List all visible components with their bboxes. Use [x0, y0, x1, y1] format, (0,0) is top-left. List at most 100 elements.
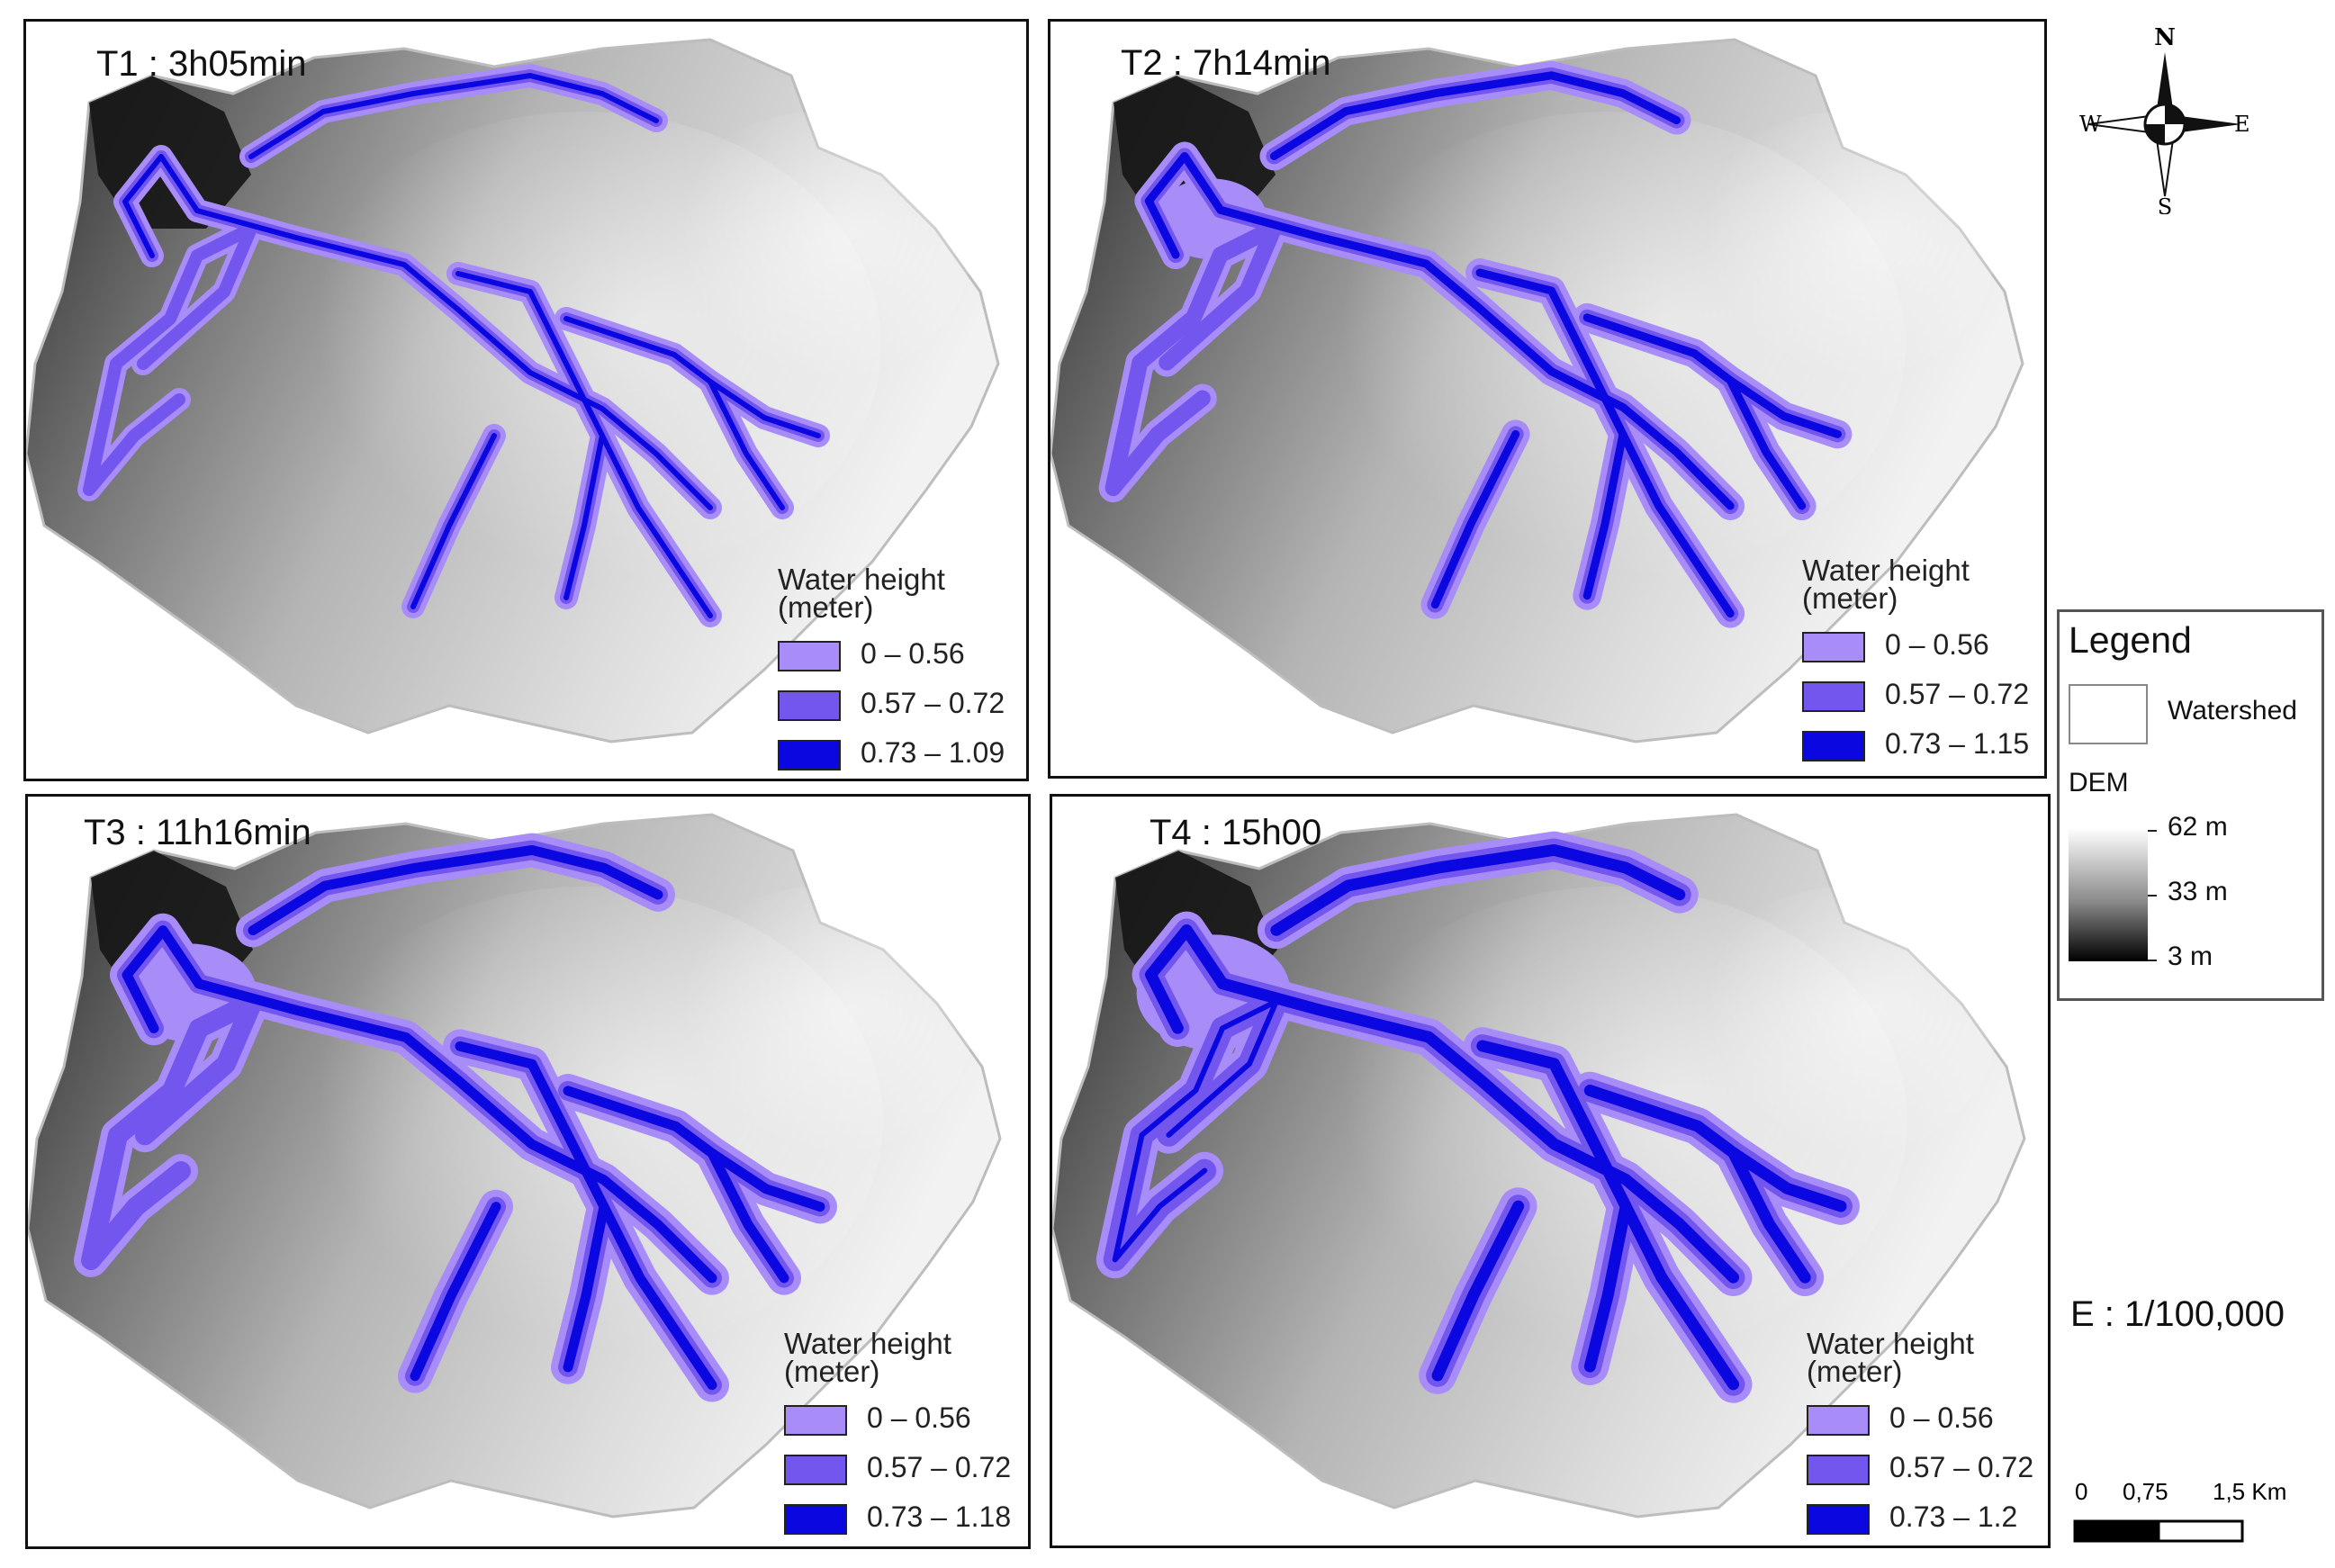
scale-label-mid: 0,75: [2123, 1478, 2168, 1505]
north-arrow-icon: N S W E: [2079, 25, 2250, 214]
class-swatch: [784, 1455, 847, 1485]
class-label: 0.57 – 0.72: [867, 1451, 1012, 1483]
flood-stream-class-3: [1583, 1085, 1847, 1212]
class-swatch: [778, 641, 841, 671]
flood-stream-class-3: [1726, 376, 1807, 510]
water-height-legend-t1: Water height (meter) 0 – 0.56 0.57 – 0.72 0.…: [778, 563, 1005, 779]
class-swatch: [1807, 1405, 1870, 1436]
water-height-class: 0.57 – 0.72: [1802, 674, 2029, 724]
flood-stream-class-3: [248, 73, 659, 159]
map-legend: Legend Watershed DEM 62 m 33 m 3 m: [2057, 609, 2324, 1001]
panel-title-t2: T2 : 7h14min: [1121, 43, 1331, 83]
flood-stream-class-3: [1582, 429, 1627, 600]
class-label: 0.73 – 1.09: [861, 736, 1005, 769]
flood-stream-class-2: [83, 222, 257, 496]
flood-stream-class-3: [563, 1086, 825, 1212]
class-label: 0.57 – 0.72: [1889, 1451, 2034, 1483]
water-height-class: 0.57 – 0.72: [1807, 1447, 2033, 1497]
flood-stream-class-3: [1270, 843, 1686, 936]
flood-stream-class-3: [563, 433, 605, 600]
flood-stream-class-3: [410, 1202, 501, 1382]
flood-stream-class-3: [1431, 1200, 1525, 1382]
panel-title-t3: T3 : 11h16min: [84, 813, 311, 852]
class-label: 0.73 – 1.18: [867, 1500, 1012, 1533]
water-height-legend-t2: Water height (meter) 0 – 0.56 0.57 – 0.72 0.…: [1802, 555, 2029, 773]
water-height-class: 0 – 0.56: [1802, 625, 1989, 674]
dem-tick-label-mid: 33 m: [2168, 877, 2228, 906]
class-label: 0.73 – 1.15: [1885, 727, 2030, 760]
class-label: 0.57 – 0.72: [861, 687, 1005, 719]
water-height-title-line: (meter): [778, 590, 874, 624]
dem-tick-label-min: 3 m: [2168, 942, 2213, 971]
flood-map-t3: [28, 813, 1002, 1518]
scale-bar: 0 0,75 1,5 Km: [2073, 1478, 2286, 1543]
scale-segment-white: [2157, 1519, 2244, 1543]
flood-stream-class-3: [410, 433, 497, 609]
water-height-class: 0 – 0.56: [784, 1398, 971, 1447]
water-height-class: 0.73 – 1.15: [1802, 724, 2029, 773]
class-swatch: [784, 1405, 847, 1436]
class-label: 0 – 0.56: [861, 637, 965, 670]
class-swatch: [778, 740, 841, 770]
flood-stream-class-2: [81, 991, 263, 1270]
compass-n: N: [2154, 25, 2176, 51]
compass-e: E: [2234, 112, 2250, 137]
class-label: 0.57 – 0.72: [1885, 678, 2030, 710]
water-height-class: 0.73 – 1.2: [1807, 1497, 2017, 1545]
class-swatch: [1807, 1455, 1870, 1485]
flood-stream-class-3: [1216, 205, 1735, 510]
flood-stream-class-3: [122, 925, 204, 1033]
map-panel-t2: T2 : 7h14min Water height (meter) 0 – 0.56…: [1048, 19, 2047, 779]
scale-label-end: 1,5 Km: [2213, 1478, 2286, 1505]
flood-stream-class-3: [1582, 313, 1842, 438]
flood-stream-class-3: [122, 154, 200, 258]
class-label: 0 – 0.56: [867, 1401, 971, 1434]
flood-extent-t4: [1095, 831, 1860, 1403]
water-height-class: 0.73 – 1.18: [784, 1497, 1011, 1546]
panel-title-t4: T4 : 15h00: [1149, 813, 1322, 852]
class-swatch: [784, 1504, 847, 1535]
flood-map-t1: [26, 38, 1000, 743]
water-height-legend-t3: Water height (meter) 0 – 0.56 0.57 – 0.72 0.…: [784, 1329, 1011, 1546]
map-panel-t1: T1 : 3h05min Water height (meter) 0 – 0.56…: [23, 19, 1029, 781]
dem-tick: [2148, 895, 2157, 897]
class-swatch: [1802, 632, 1865, 662]
class-label: 0 – 0.56: [1885, 628, 1989, 661]
flood-stream-class-3: [194, 208, 713, 510]
water-height-legend-t4: Water height (meter) 0 – 0.56 0.57 – 0.72 0.…: [1807, 1327, 2033, 1545]
class-label: 0 – 0.56: [1889, 1401, 1994, 1434]
flood-extent-t3: [74, 833, 837, 1402]
water-height-title-line: Water height: [1807, 1327, 1974, 1360]
flood-stream-class-3: [1216, 978, 1740, 1284]
dem-color-ramp: [2069, 828, 2148, 961]
water-height-class: 0.57 – 0.72: [778, 683, 1005, 733]
flood-stream-class-3: [1583, 1200, 1632, 1373]
dem-tick: [2148, 960, 2157, 961]
dem-tick: [2148, 830, 2157, 832]
panel-title-t1: T1 : 3h05min: [96, 44, 307, 84]
watershed-label: Watershed: [2168, 696, 2297, 725]
map-panel-t4: T4 : 15h00 Water height (meter) 0 – 0.56 0.…: [1050, 794, 2051, 1548]
flood-stream-class-3: [248, 844, 663, 936]
class-swatch: [1802, 731, 1865, 761]
water-height-class: 0 – 0.56: [778, 634, 965, 683]
dem-label: DEM: [2069, 768, 2129, 798]
class-label: 0.73 – 1.2: [1889, 1500, 2018, 1533]
flood-map-t2: [1050, 38, 2024, 743]
compass-s: S: [2158, 194, 2172, 214]
flood-extent-t2: [1098, 60, 1853, 628]
flood-stream-class-3: [194, 978, 717, 1284]
flood-stream-class-3: [1145, 924, 1229, 1034]
scale-ratio: E : 1/100,000: [2070, 1294, 2285, 1334]
scale-label-0: 0: [2075, 1478, 2087, 1505]
water-height-title-line: Water height: [778, 563, 945, 596]
flood-stream-class-3: [563, 316, 821, 438]
water-height-title-line: (meter): [784, 1355, 880, 1388]
water-height-class: 0.57 – 0.72: [784, 1447, 1011, 1497]
flood-stream-class-3: [1430, 429, 1520, 609]
flood-stream-class-3: [1112, 998, 1279, 1263]
flood-stream-class-3: [1144, 151, 1225, 259]
flood-stream-class-3: [1727, 1147, 1811, 1284]
flood-stream-class-3: [563, 1202, 609, 1373]
water-height-class: 0.73 – 1.09: [778, 733, 1005, 779]
